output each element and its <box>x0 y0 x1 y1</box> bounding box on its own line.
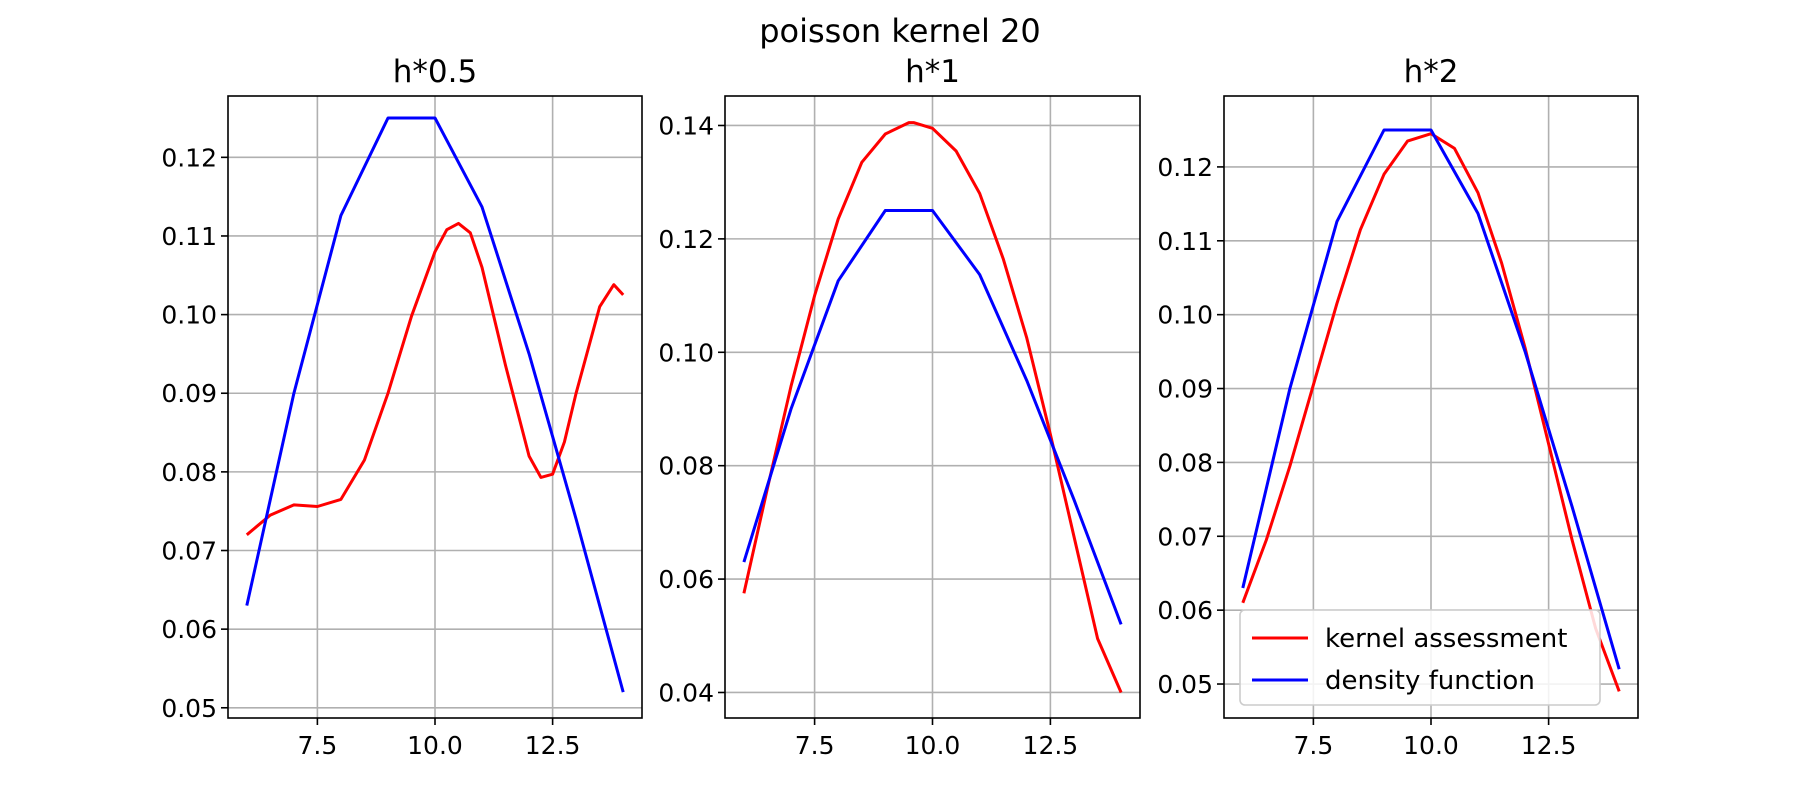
y-tick-label: 0.10 <box>161 301 217 330</box>
y-tick-label: 0.12 <box>1157 153 1213 182</box>
y-tick-label: 0.08 <box>161 458 217 487</box>
series-kernel-assessment <box>1241 132 1621 692</box>
x-tick-label: 7.5 <box>795 731 835 760</box>
y-tick-label: 0.07 <box>161 537 217 566</box>
y-tick-label: 0.07 <box>1157 522 1213 551</box>
x-tick-label: 7.5 <box>1294 731 1334 760</box>
panel-title: h*1 <box>905 54 960 90</box>
y-tick-label: 0.11 <box>1157 227 1213 256</box>
x-tick-label: 10.0 <box>407 731 463 760</box>
x-tick-label: 10.0 <box>905 731 961 760</box>
y-tick-label: 0.06 <box>1157 596 1213 625</box>
y-tick-label: 0.10 <box>658 338 714 367</box>
panel-title: h*2 <box>1404 54 1459 90</box>
y-tick-label: 0.09 <box>1157 375 1213 404</box>
series-density-function <box>742 209 1123 625</box>
x-tick-label: 12.5 <box>525 731 581 760</box>
series-density-function <box>1241 128 1621 670</box>
x-tick-label: 10.0 <box>1403 731 1459 760</box>
x-tick-label: 12.5 <box>1023 731 1079 760</box>
y-tick-label: 0.12 <box>161 143 217 172</box>
x-tick-label: 7.5 <box>298 731 338 760</box>
panel-3: 7.5 10.0 12.5 0.05 0.06 0.07 0.08 0.09 0.10 0.11 0… <box>1157 54 1639 760</box>
y-tick-label: 0.09 <box>161 379 217 408</box>
series-kernel-assessment <box>245 221 625 536</box>
legend-box <box>1239 609 1601 706</box>
panel-title: h*0.5 <box>393 54 477 90</box>
y-tick-label: 0.14 <box>658 111 714 140</box>
figure-title: poisson kernel 20 <box>759 12 1041 50</box>
panel-1: 7.5 10.0 12.5 0.05 0.06 0.07 0.08 0.09 0.10 0.11 0… <box>161 54 643 760</box>
legend-label: kernel assessment <box>1325 624 1567 654</box>
y-tick-label: 0.05 <box>1157 670 1213 699</box>
y-tick-label: 0.12 <box>658 225 714 254</box>
panel-2: 7.5 10.0 12.5 0.04 0.06 0.08 0.10 0.12 0.14 h*1 <box>658 54 1141 760</box>
y-tick-label: 0.04 <box>658 678 714 707</box>
y-tick-label: 0.06 <box>161 615 217 644</box>
y-tick-label: 0.06 <box>658 565 714 594</box>
y-tick-label: 0.05 <box>161 694 217 723</box>
series-density-function <box>245 116 625 693</box>
legend-label: density function <box>1325 666 1535 696</box>
y-tick-label: 0.08 <box>658 452 714 481</box>
y-tick-label: 0.11 <box>161 222 217 251</box>
y-tick-label: 0.08 <box>1157 448 1213 477</box>
legend: kernel assessment density function <box>1239 609 1601 706</box>
x-tick-label: 12.5 <box>1521 731 1577 760</box>
y-tick-label: 0.10 <box>1157 301 1213 330</box>
